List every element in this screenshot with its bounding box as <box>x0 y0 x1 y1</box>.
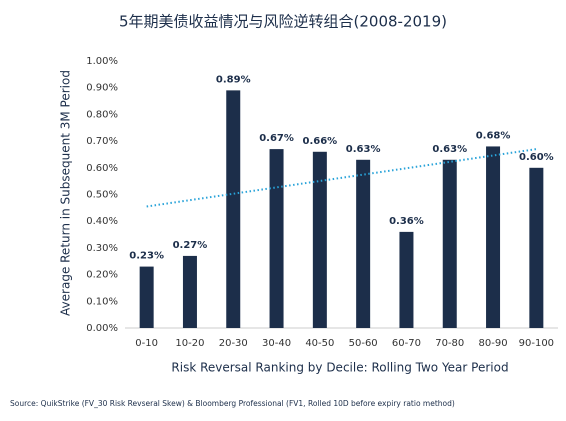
y-tick-label: 0.80% <box>86 109 118 120</box>
y-tick-label: 1.00% <box>86 56 118 67</box>
bar <box>226 90 241 329</box>
y-tick-label: 0.30% <box>86 243 118 254</box>
y-tick-label: 0.00% <box>86 323 118 334</box>
value-label: 0.66% <box>302 136 337 147</box>
x-tick-label: 10-20 <box>175 338 204 349</box>
value-label: 0.36% <box>389 216 424 227</box>
source-note: Source: QuikStrike (FV_30 Risk Revseral … <box>10 399 455 408</box>
x-tick-label: 50-60 <box>349 338 378 349</box>
bar <box>529 167 544 328</box>
value-label: 0.89% <box>216 74 251 85</box>
value-label: 0.67% <box>259 133 294 144</box>
trendline <box>146 148 537 208</box>
x-tick-label: 40-50 <box>305 338 334 349</box>
value-label: 0.63% <box>432 144 467 155</box>
bar <box>486 146 501 328</box>
bar <box>399 231 414 328</box>
value-label: 0.68% <box>476 130 511 141</box>
y-tick-label: 0.50% <box>86 190 118 201</box>
x-axis-title: Risk Reversal Ranking by Decile: Rolling… <box>171 361 508 375</box>
bar <box>182 255 197 328</box>
y-axis-title: Average Return in Subsequent 3M Period <box>59 70 73 316</box>
x-tick-label: 80-90 <box>479 338 508 349</box>
bar <box>312 151 327 328</box>
bar <box>356 159 371 328</box>
chart-title: 5年期美债收益情况与风险逆转组合(2008-2019) <box>119 13 447 31</box>
y-tick-label: 0.70% <box>86 136 118 147</box>
y-tick-label: 0.40% <box>86 216 118 227</box>
y-tick-label: 0.10% <box>86 296 118 307</box>
bar <box>139 266 154 328</box>
x-tick-label: 60-70 <box>392 338 421 349</box>
y-tick-label: 0.90% <box>86 83 118 94</box>
value-label: 0.63% <box>346 144 381 155</box>
x-tick-label: 70-80 <box>435 338 464 349</box>
value-label: 0.27% <box>173 240 208 251</box>
x-tick-label: 0-10 <box>135 338 158 349</box>
bar <box>269 149 284 328</box>
value-label: 0.60% <box>519 152 554 163</box>
bar <box>442 159 457 328</box>
value-label: 0.23% <box>129 251 164 262</box>
y-tick-label: 0.20% <box>86 270 118 281</box>
x-tick-label: 90-100 <box>519 338 554 349</box>
y-tick-label: 0.60% <box>86 163 118 174</box>
x-tick-label: 20-30 <box>219 338 248 349</box>
x-tick-label: 30-40 <box>262 338 291 349</box>
